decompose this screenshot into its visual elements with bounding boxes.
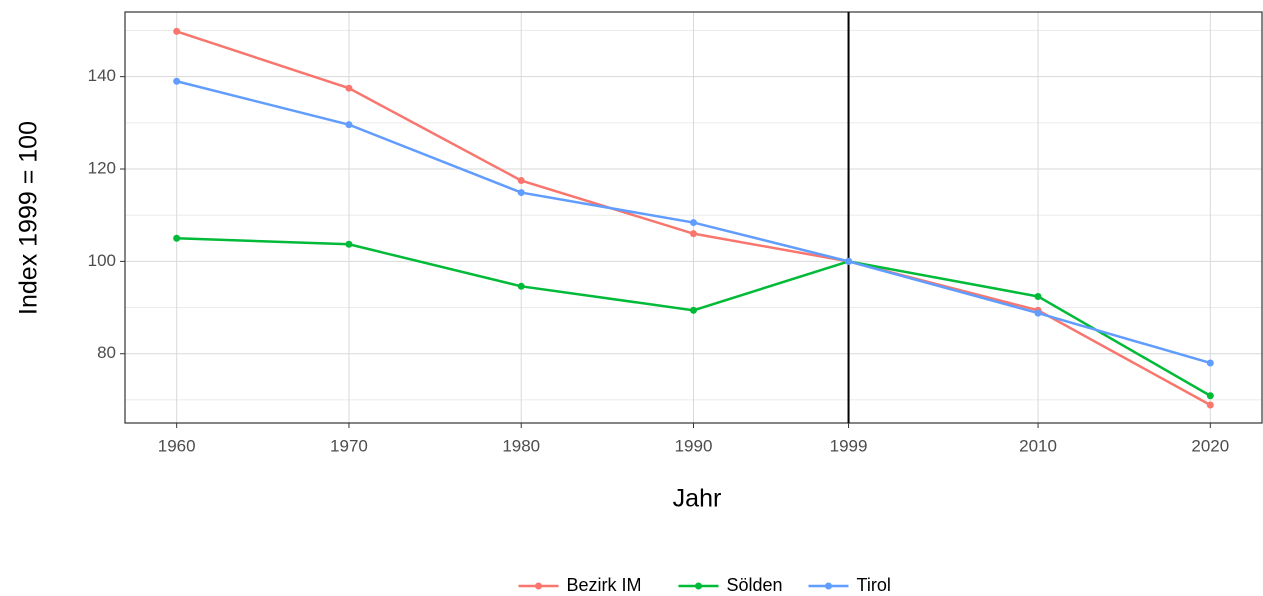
- point: [517, 282, 525, 290]
- x-tick-label: 1960: [158, 436, 196, 455]
- legend-label: Bezirk IM: [567, 575, 642, 595]
- x-tick-label: 1980: [502, 436, 540, 455]
- legend-label: Tirol: [857, 575, 891, 595]
- point: [173, 77, 181, 85]
- y-tick-label: 140: [88, 66, 116, 85]
- point: [690, 219, 697, 227]
- x-tick-label: 2010: [1019, 436, 1057, 455]
- legend-swatch-point: [695, 582, 702, 590]
- y-tick-label: 80: [97, 343, 116, 362]
- x-tick-label: 1999: [830, 436, 868, 455]
- point: [345, 84, 353, 92]
- point: [690, 230, 697, 238]
- point: [345, 121, 353, 129]
- point: [173, 234, 181, 242]
- y-axis-title: Index 1999 = 100: [15, 121, 43, 315]
- x-tick-label: 1970: [330, 436, 368, 455]
- point: [173, 27, 181, 35]
- point: [1206, 392, 1214, 400]
- panel-border: [124, 11, 1263, 424]
- point: [517, 177, 525, 185]
- y-tick-label: 100: [88, 251, 116, 270]
- point: [345, 240, 353, 248]
- point: [845, 257, 853, 265]
- point: [1034, 309, 1042, 317]
- legend-swatch-point: [535, 582, 542, 590]
- point: [1206, 359, 1214, 367]
- x-tick-label: 1990: [675, 436, 713, 455]
- x-axis-title: Jahr: [673, 485, 722, 513]
- point: [690, 306, 697, 314]
- y-tick-label: 120: [88, 158, 116, 177]
- point: [1034, 292, 1042, 300]
- legend-label: Sölden: [727, 575, 783, 595]
- legend-swatch-point: [825, 582, 832, 590]
- point: [517, 189, 525, 197]
- point: [1206, 401, 1214, 409]
- x-tick-label: 2020: [1191, 436, 1229, 455]
